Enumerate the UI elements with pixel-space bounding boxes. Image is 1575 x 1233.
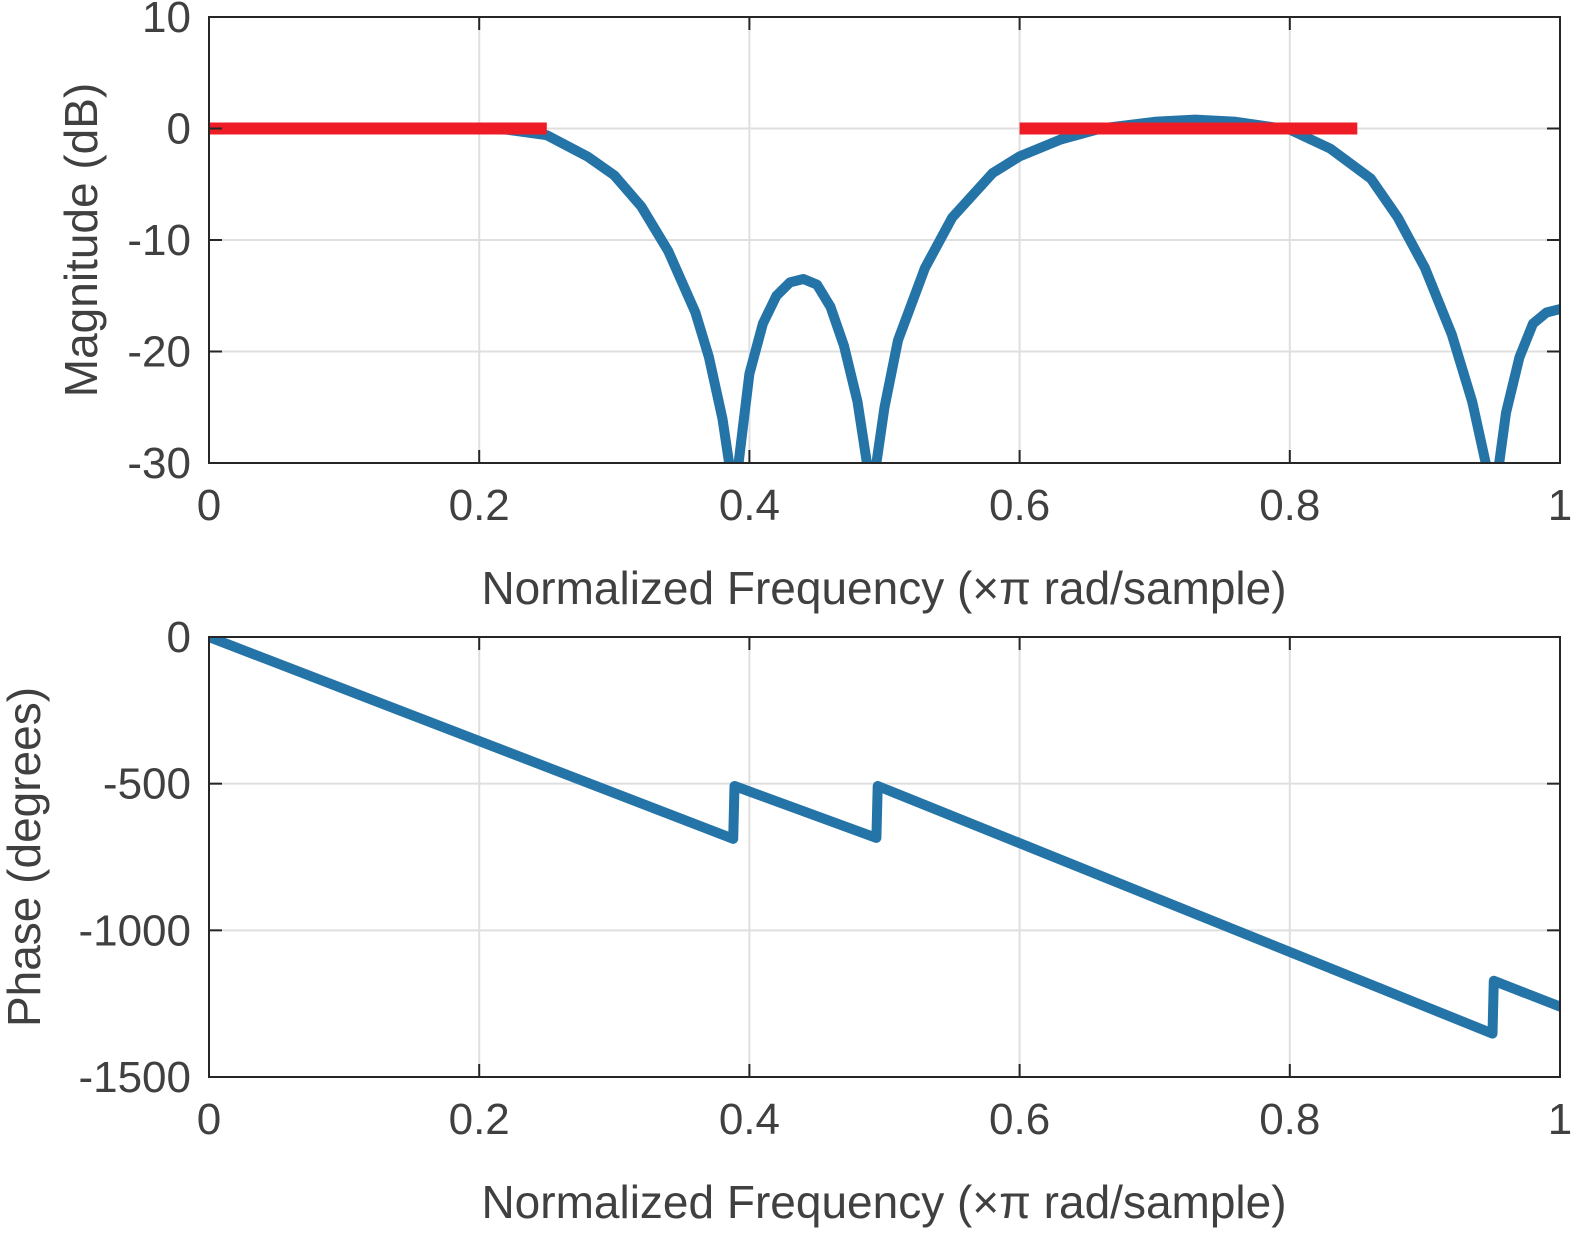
- phase-x-tick-label: 0.6: [989, 1095, 1050, 1144]
- magnitude-plot: 0 0.2 0.4 0.6 0.8 1 10 0 -10 -20 -30 Magnitude (dB…: [55, 0, 1572, 614]
- magnitude-y-tick-label: -20: [127, 328, 191, 377]
- phase-y-tick-label: -500: [103, 760, 191, 809]
- magnitude-y-tick-label: 10: [142, 0, 191, 42]
- magnitude-ticks: 0 0.2 0.4 0.6 0.8 1 10 0 -10 -20 -30: [127, 0, 1572, 530]
- phase-x-tick-label: 0: [197, 1095, 221, 1144]
- phase-y-axis-label: Phase (degrees): [0, 687, 50, 1027]
- magnitude-x-axis-label: Normalized Frequency (×π rad/sample): [481, 562, 1286, 614]
- phase-plot-area: [209, 637, 1560, 1077]
- phase-x-tick-label: 0.4: [719, 1095, 780, 1144]
- magnitude-y-axis-label: Magnitude (dB): [55, 83, 107, 398]
- phase-plot-frame: [208, 636, 1561, 1078]
- magnitude-x-tick-label: 0.8: [1259, 481, 1320, 530]
- phase-y-tick-label: -1000: [78, 906, 191, 955]
- phase-x-tick-label: 1: [1548, 1095, 1572, 1144]
- phase-y-tick-label: 0: [167, 613, 191, 662]
- phase-plot: 0 0.2 0.4 0.6 0.8 1 0 -500 -1000 -1500 Phase (deg…: [0, 613, 1572, 1228]
- magnitude-x-tick-label: 0.2: [449, 481, 510, 530]
- phase-series-line-1: [209, 637, 1560, 1039]
- magnitude-series-line-1: [209, 114, 1560, 463]
- magnitude-series: [209, 114, 1560, 463]
- phase-ticks: 0 0.2 0.4 0.6 0.8 1 0 -500 -1000 -1500: [78, 613, 1572, 1144]
- magnitude-y-tick-label: 0: [167, 105, 191, 154]
- magnitude-y-tick-label: -30: [127, 439, 191, 488]
- magnitude-x-tick-label: 0.4: [719, 481, 780, 530]
- magnitude-x-tick-label: 0: [197, 481, 221, 530]
- phase-x-tick-label: 0.8: [1259, 1095, 1320, 1144]
- phase-x-axis-label: Normalized Frequency (×π rad/sample): [481, 1176, 1286, 1228]
- phase-series: [209, 637, 1560, 1039]
- phase-x-tick-label: 0.2: [449, 1095, 510, 1144]
- magnitude-y-tick-label: -10: [127, 216, 191, 265]
- magnitude-x-tick-label: 0.6: [989, 481, 1050, 530]
- phase-y-tick-label: -1500: [78, 1053, 191, 1102]
- magnitude-x-tick-label: 1: [1548, 481, 1572, 530]
